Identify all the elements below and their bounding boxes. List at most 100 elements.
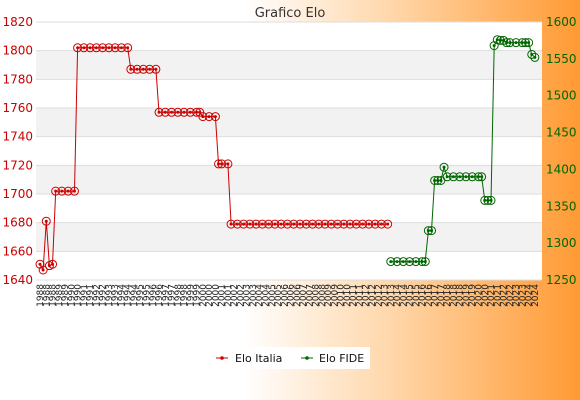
data-point-dot [176, 110, 180, 114]
data-point-dot [342, 222, 346, 226]
data-point [524, 38, 534, 48]
x-tick-label: 1988 [36, 284, 46, 307]
data-point-dot [157, 110, 161, 114]
data-point-dot [82, 46, 86, 50]
data-point [276, 219, 286, 229]
x-tick-label: 2003 [243, 284, 253, 307]
data-point [527, 49, 537, 59]
x-tick-label: 2006 [280, 284, 290, 307]
data-point-dot [148, 67, 152, 71]
x-tick-label: 2001 [224, 284, 234, 307]
data-point-dot [514, 41, 518, 45]
legend-label-italia: Elo Italia [235, 352, 282, 365]
data-point-dot [367, 222, 371, 226]
data-point [467, 172, 477, 182]
x-tick-label: 1991 [80, 284, 90, 307]
data-point [427, 226, 437, 236]
left-tick-label: 1740 [2, 130, 33, 144]
data-point [301, 219, 311, 229]
x-tick-label: 2012 [368, 284, 378, 307]
x-tick-label: 2007 [305, 284, 315, 307]
x-tick-label: 1997 [168, 284, 178, 307]
x-tick-label: 2011 [349, 284, 359, 307]
left-tick-label: 1820 [2, 15, 33, 29]
data-point [289, 219, 299, 229]
x-tick-label: 1995 [136, 284, 146, 307]
data-point-dot [423, 260, 427, 264]
plot-band [36, 22, 542, 51]
x-tick-label: 1993 [111, 284, 121, 307]
data-point-dot [430, 229, 434, 233]
legend-label-fide: Elo FIDE [319, 352, 364, 365]
data-point-dot [242, 222, 246, 226]
data-point-dot [170, 110, 174, 114]
x-tick-label: 2013 [381, 284, 391, 307]
data-point [116, 43, 126, 53]
data-point [530, 52, 540, 62]
x-tick-label: 2004 [255, 284, 265, 307]
data-point [126, 64, 136, 74]
x-tick-label: 2020 [481, 284, 491, 307]
data-point [179, 107, 189, 117]
left-axis: 1640 1660 1680 1700 1720 1740 1760 1780 1800 1820 [2, 15, 33, 287]
data-point-dot [386, 222, 390, 226]
data-point-dot [101, 46, 105, 50]
right-tick-label: 1600 [546, 15, 577, 29]
x-tick-label: 2015 [406, 284, 416, 307]
left-tick-label: 1800 [2, 44, 33, 58]
data-point-dot [439, 178, 443, 182]
x-tick-label: 1994 [130, 284, 140, 307]
data-point [204, 112, 214, 122]
data-point-dot [298, 222, 302, 226]
data-point-dot [107, 46, 111, 50]
x-tick-label: 2017 [437, 284, 447, 307]
x-tick-label: 1991 [86, 284, 96, 307]
data-point-dot [141, 67, 145, 71]
x-tick-label: 2019 [462, 284, 472, 307]
plot-background [36, 22, 542, 280]
data-point-dot [126, 46, 130, 50]
data-point-dot [401, 260, 405, 264]
legend-box [210, 347, 370, 369]
data-point-dot [323, 222, 327, 226]
data-point-dot [304, 222, 308, 226]
data-point-dot [458, 175, 462, 179]
data-point [314, 219, 324, 229]
data-point-dot [66, 189, 70, 193]
data-point-dot [379, 222, 383, 226]
x-tick-label: 2018 [456, 284, 466, 307]
x-tick-label: 2024 [531, 284, 541, 307]
data-point-dot [254, 222, 258, 226]
series-layer [35, 35, 540, 275]
x-tick-label: 2000 [199, 284, 209, 307]
data-point [505, 38, 515, 48]
data-point [41, 216, 51, 226]
x-tick-label: 2024 [525, 284, 535, 307]
left-tick-label: 1660 [2, 244, 33, 258]
data-point [185, 107, 195, 117]
x-tick-label: 1990 [74, 284, 84, 307]
data-point [251, 219, 261, 229]
data-point [398, 257, 408, 267]
data-point [333, 219, 343, 229]
plot-band [36, 50, 542, 80]
x-tick-label: 1999 [193, 284, 203, 307]
plot-band [36, 108, 542, 137]
data-point [198, 112, 208, 122]
chart-legend: Elo Italia Elo FIDE [210, 347, 370, 369]
x-axis-labels: 1988198819881989198919901990199119911992… [36, 284, 541, 307]
x-tick-label: 2014 [393, 284, 403, 307]
data-point-dot [41, 268, 45, 272]
data-point-dot [317, 222, 321, 226]
data-point-dot [188, 110, 192, 114]
x-tick-label: 2019 [468, 284, 478, 307]
data-point [477, 172, 487, 182]
x-tick-label: 2021 [487, 284, 497, 307]
data-point-dot [348, 222, 352, 226]
right-tick-label: 1500 [546, 89, 577, 103]
plot-band [36, 251, 542, 280]
data-point-dot [229, 222, 233, 226]
x-tick-label: 2017 [431, 284, 441, 307]
series-elo-italia [35, 43, 393, 275]
data-point [511, 38, 521, 48]
